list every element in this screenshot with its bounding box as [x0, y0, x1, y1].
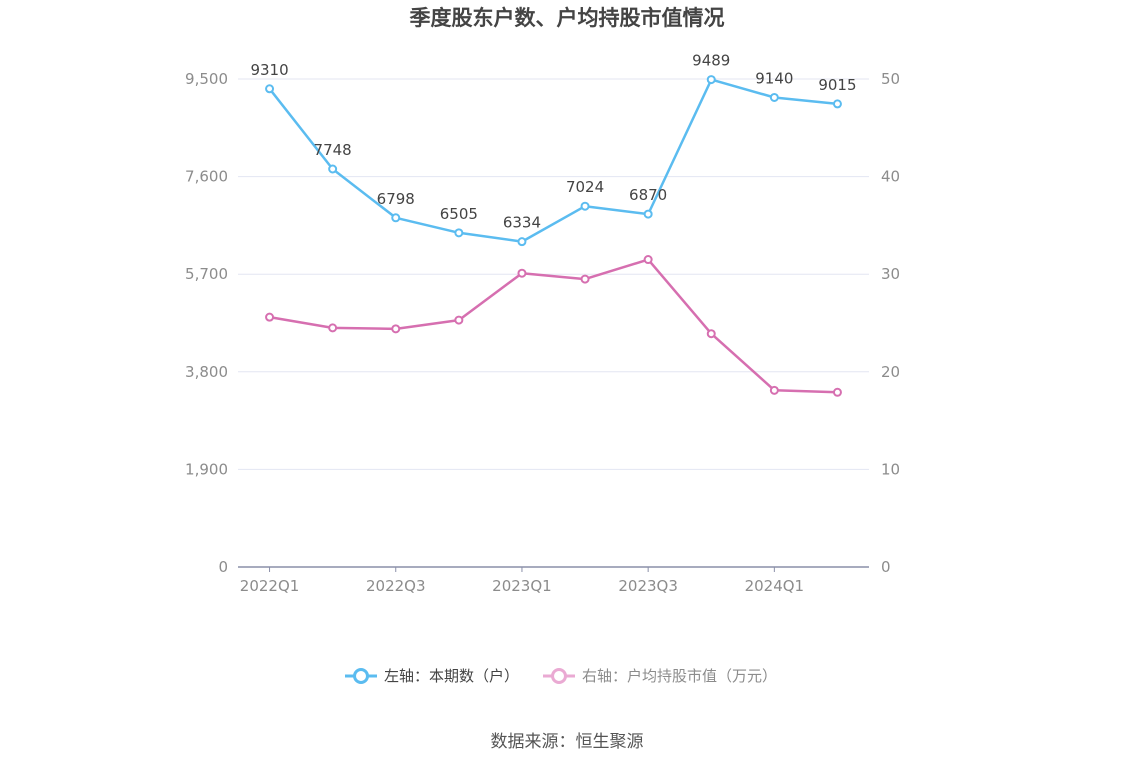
chart-title: 季度股东户数、户均持股市值情况	[410, 6, 725, 30]
grid-lines	[238, 78, 869, 470]
source-note: 数据来源：恒生聚源	[491, 732, 644, 752]
data-label: 9310	[250, 61, 288, 79]
right-tick-label: 50	[881, 70, 900, 88]
data-point-right	[769, 385, 779, 395]
data-point-left	[643, 209, 653, 219]
data-label: 7024	[566, 178, 604, 196]
series-left: 9310 7748 6798 6505 6334 7024 6870 9489 9140 9015	[250, 52, 857, 247]
x-tick-label: 2024Q1	[745, 577, 805, 595]
data-point-left	[328, 164, 338, 174]
legend-marker-left	[353, 668, 369, 684]
left-tick-label: 7,600	[185, 168, 228, 186]
left-tick-label: 5,700	[185, 265, 228, 283]
data-label: 6505	[440, 205, 478, 223]
x-tick-label: 2022Q3	[366, 577, 426, 595]
data-point-right	[391, 324, 401, 334]
legend-item-right[interactable]: 右轴：户均持股市值（万元）	[543, 667, 777, 685]
legend-item-left[interactable]: 左轴：本期数（户）	[345, 667, 519, 685]
left-tick-label: 0	[218, 558, 228, 576]
right-tick-label: 20	[881, 363, 900, 381]
legend-marker-right	[551, 668, 567, 684]
data-point-left	[265, 84, 275, 94]
x-tick-label: 2023Q1	[492, 577, 552, 595]
data-point-right	[580, 274, 590, 284]
data-point-left	[832, 99, 842, 109]
right-tick-label: 40	[881, 168, 900, 186]
x-axis: 2022Q1 2022Q3 2023Q1 2023Q3 2024Q1	[238, 566, 869, 595]
left-tick-label: 3,800	[185, 363, 228, 381]
data-point-left	[391, 213, 401, 223]
data-point-right	[265, 312, 275, 322]
series-line-left	[268, 78, 838, 243]
data-point-left	[580, 201, 590, 211]
data-label: 9015	[818, 76, 856, 94]
data-point-right	[517, 268, 527, 278]
data-point-right	[328, 323, 338, 333]
data-point-right	[706, 329, 716, 339]
data-label: 9489	[692, 52, 730, 70]
data-label: 6334	[503, 214, 541, 232]
data-point-right	[454, 315, 464, 325]
legend[interactable]: 左轴：本期数（户） 右轴：户均持股市值（万元）	[345, 667, 777, 685]
data-label: 6870	[629, 186, 667, 204]
data-point-left	[454, 228, 464, 238]
data-point-left	[769, 92, 779, 102]
legend-label-left: 左轴：本期数（户）	[384, 667, 519, 685]
data-point-left	[517, 237, 527, 247]
data-point-left	[706, 75, 716, 85]
data-label: 6798	[377, 190, 415, 208]
right-axis-ticks: 0 10 20 30 40 50	[881, 70, 900, 576]
left-axis-ticks: 0 1,900 3,800 5,700 7,600 9,500	[185, 70, 228, 576]
left-tick-label: 9,500	[185, 70, 228, 88]
series-layer: 9310 7748 6798 6505 6334 7024 6870 9489 9140 9015	[250, 52, 857, 397]
series-line-right	[269, 258, 838, 394]
right-tick-label: 10	[881, 460, 900, 478]
data-point-right	[643, 255, 653, 265]
series-right	[265, 255, 842, 397]
data-label: 9140	[755, 69, 793, 87]
left-tick-label: 1,900	[185, 460, 228, 478]
legend-label-right: 右轴：户均持股市值（万元）	[582, 667, 777, 685]
data-label: 7748	[314, 141, 352, 159]
data-point-right	[832, 387, 842, 397]
x-tick-label: 2023Q3	[618, 577, 678, 595]
right-tick-label: 0	[881, 558, 891, 576]
right-tick-label: 30	[881, 265, 900, 283]
x-tick-label: 2022Q1	[240, 577, 300, 595]
